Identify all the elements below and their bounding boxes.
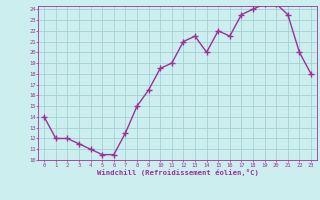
X-axis label: Windchill (Refroidissement éolien,°C): Windchill (Refroidissement éolien,°C): [97, 169, 259, 176]
